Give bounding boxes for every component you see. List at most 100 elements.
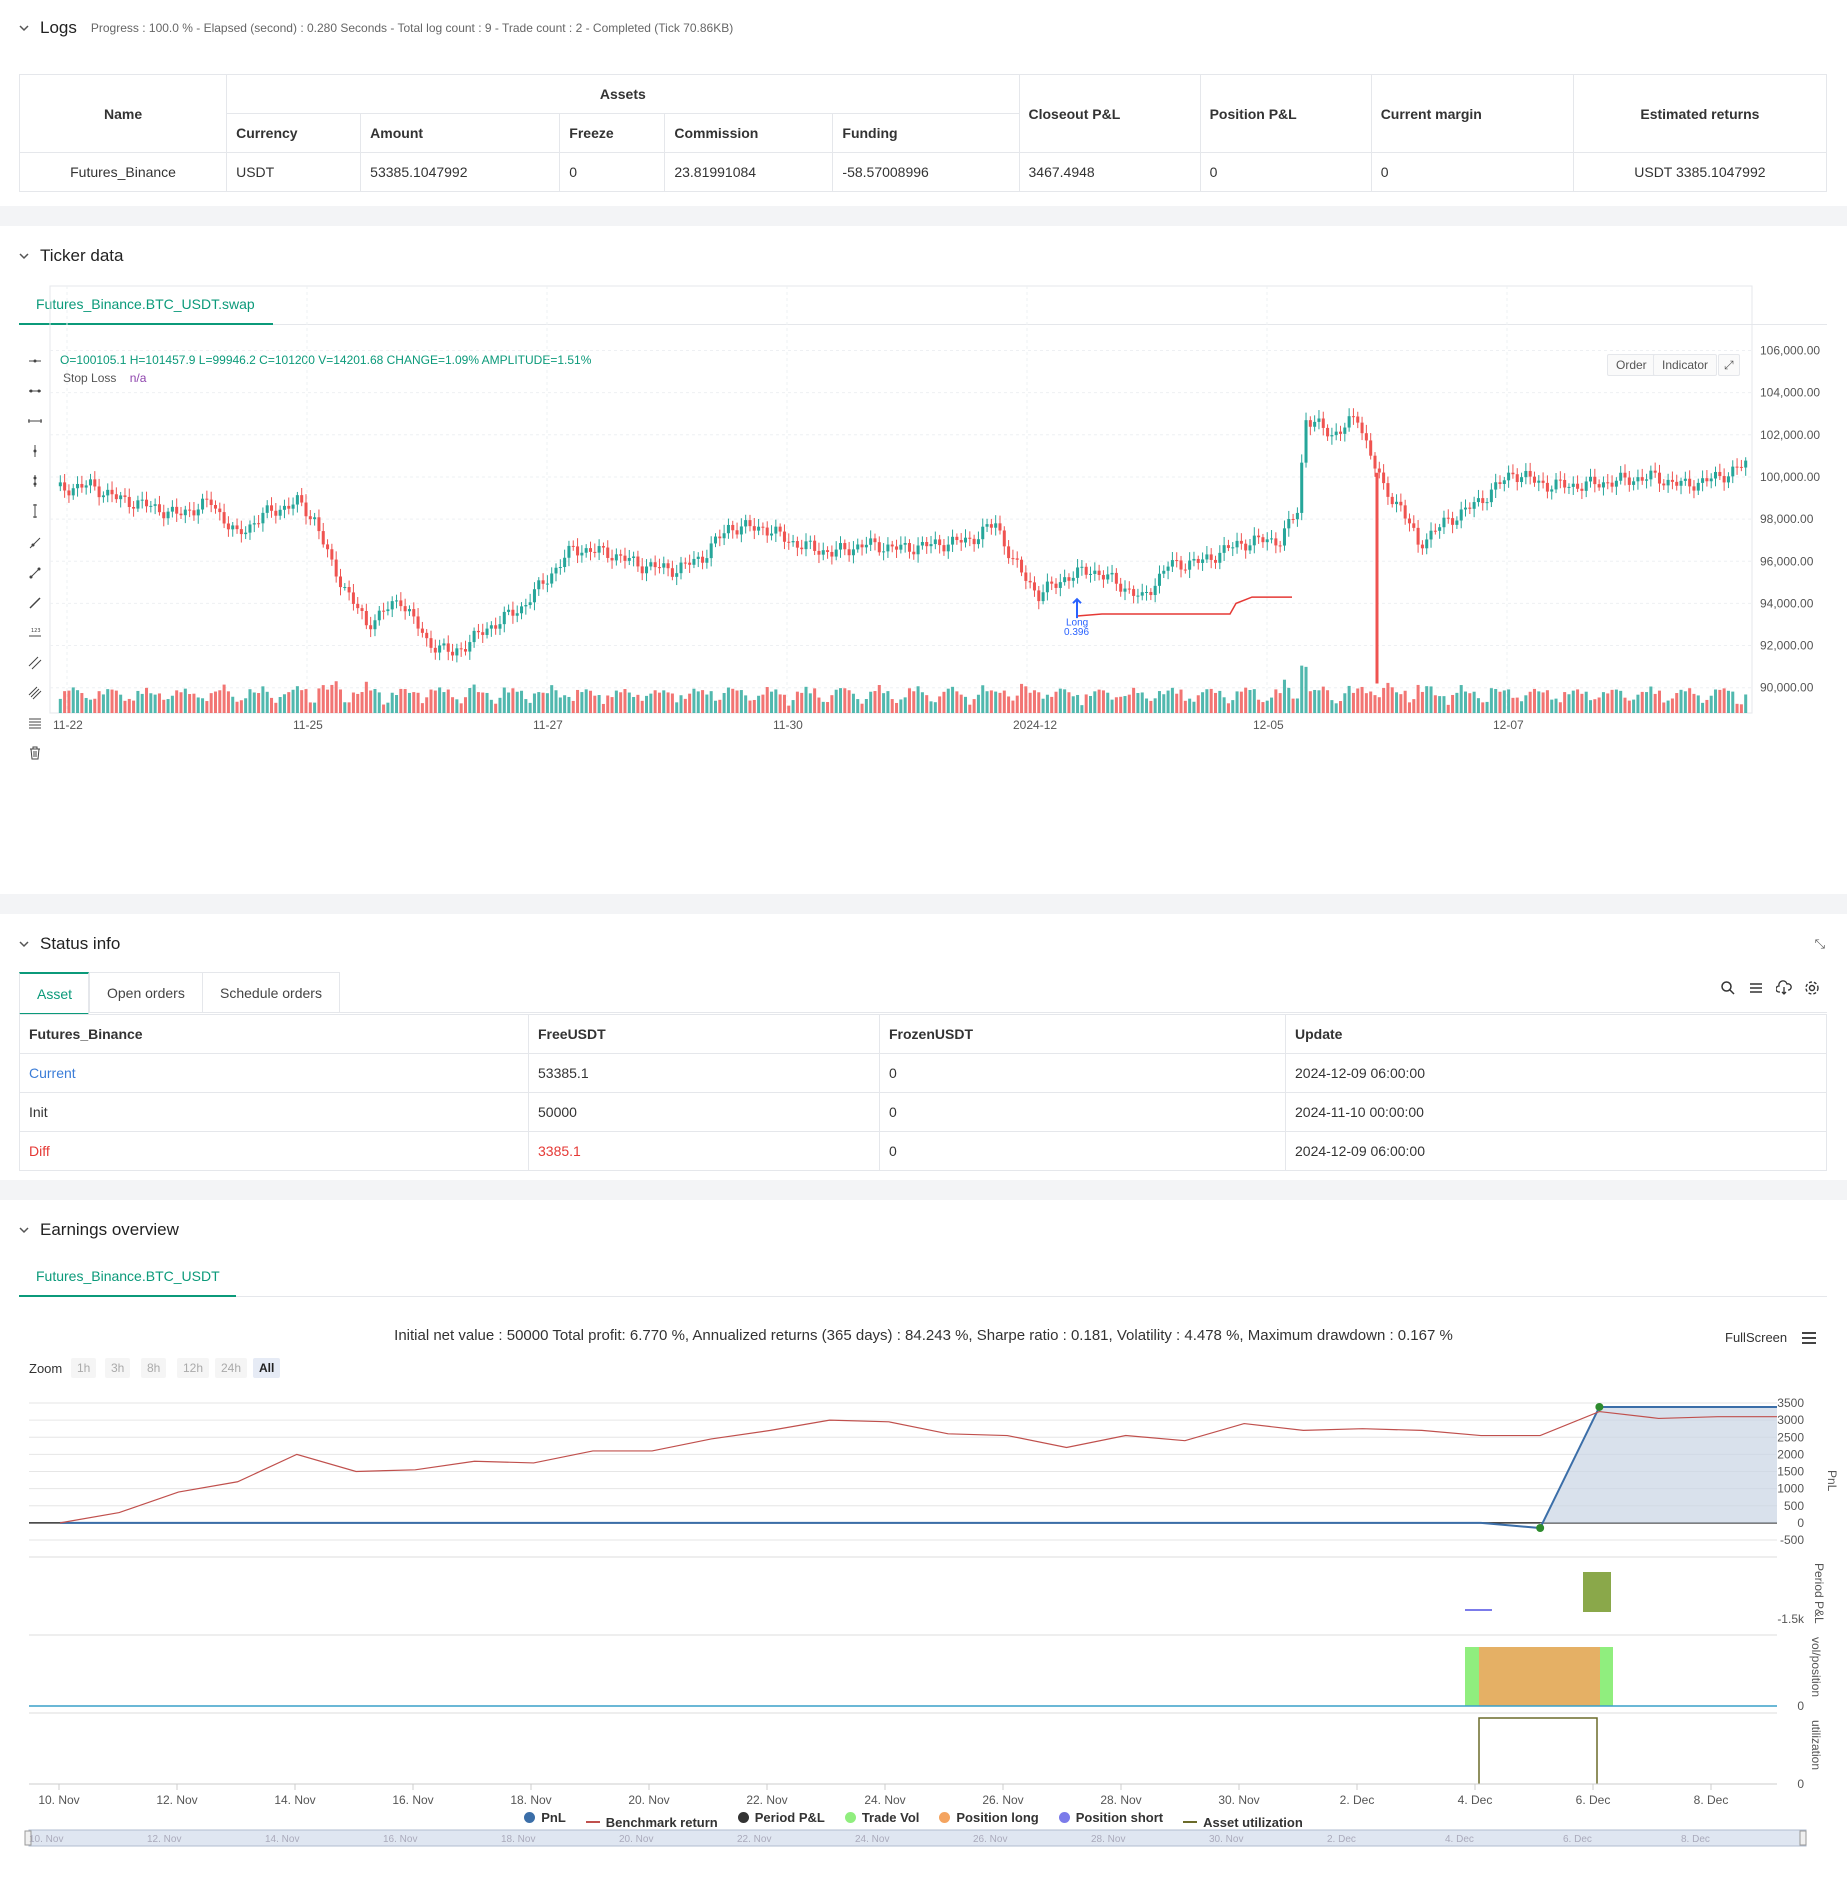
tab-open-orders[interactable]: Open orders <box>89 972 203 1013</box>
legend-item[interactable]: Trade Vol <box>844 1810 919 1825</box>
legend-item[interactable]: Position short <box>1058 1810 1163 1825</box>
candle-body <box>132 507 136 509</box>
volume-bar <box>520 690 524 713</box>
search-icon[interactable] <box>1720 980 1736 996</box>
volume-bar <box>1416 684 1420 713</box>
candle-body <box>1347 416 1351 428</box>
tab-earnings-symbol[interactable]: Futures_Binance.BTC_USDT <box>19 1256 236 1297</box>
candle-body <box>1304 420 1308 463</box>
candle-body <box>1623 472 1627 478</box>
volume-bar <box>84 697 88 713</box>
candlestick-chart[interactable]: 106,000.00 104,000.00 102,000.00 100,000.00… <box>0 226 1847 894</box>
chevron-down-icon[interactable] <box>18 22 30 34</box>
volume-bar <box>1222 697 1226 713</box>
candle-body <box>787 541 791 543</box>
volume-bar <box>1050 696 1054 713</box>
candle-body <box>791 541 795 543</box>
row-label-current[interactable]: Current <box>19 1053 529 1093</box>
candle-body <box>351 592 355 604</box>
candle-body <box>847 549 851 556</box>
volume-bar <box>1343 693 1347 713</box>
gear-icon[interactable] <box>1804 980 1820 996</box>
zoom-option-1h[interactable]: 1h <box>71 1358 97 1378</box>
cloud-download-icon[interactable] <box>1776 980 1792 996</box>
fullscreen-button[interactable]: FullScreen <box>1725 1330 1817 1345</box>
volume-bar <box>636 694 640 713</box>
candle-body <box>58 482 62 487</box>
volume-bar <box>1558 702 1562 713</box>
candle-body <box>774 526 778 534</box>
tab-ticker-symbol[interactable]: Futures_Binance.BTC_USDT.swap <box>19 284 273 325</box>
trash-icon[interactable] <box>28 746 42 760</box>
earnings-chart[interactable]: 3500 3000 2500 2000 1500 1000 500 0 -500 PnL -1.5k… <box>0 1200 1847 1879</box>
legend-item[interactable]: Benchmark return <box>585 1815 718 1830</box>
candle-body <box>347 587 351 593</box>
indicator-button[interactable]: Indicator <box>1653 354 1718 376</box>
vertical-segment-icon[interactable] <box>28 474 42 488</box>
collapse-icon[interactable]: ⤡ <box>1814 936 1825 951</box>
volume-bar <box>399 688 403 713</box>
volume-bar <box>1351 692 1355 713</box>
volume-bar <box>1459 685 1463 713</box>
candle-body <box>718 536 722 539</box>
candle-body <box>701 556 705 563</box>
legend-item[interactable]: Position long <box>939 1810 1039 1825</box>
tab-asset[interactable]: Asset <box>19 972 89 1015</box>
status-header[interactable]: Status info <box>18 934 120 954</box>
price-channel-icon[interactable] <box>28 686 42 700</box>
vertical-line-icon[interactable] <box>28 504 42 518</box>
candle-body <box>1088 573 1093 575</box>
toolbar-icons <box>1720 980 1820 996</box>
candle-body <box>1657 472 1661 484</box>
hamburger-icon[interactable] <box>1801 1331 1817 1345</box>
legend-item[interactable]: Asset utilization <box>1183 1815 1303 1830</box>
y-tick-label: 2500 <box>1777 1430 1804 1444</box>
cell-name: Futures_Binance <box>18 152 228 192</box>
chevron-down-icon[interactable] <box>18 938 30 950</box>
navigator-label: 22. Nov <box>737 1834 771 1845</box>
chevron-down-icon[interactable] <box>18 1224 30 1236</box>
candle-body <box>907 543 911 552</box>
volume-bar <box>1226 703 1230 713</box>
ticker-header[interactable]: Ticker data <box>18 246 123 266</box>
volume-bar <box>213 691 217 713</box>
menu-icon[interactable] <box>1748 980 1764 996</box>
y-tick-label: 102,000.00 <box>1760 428 1820 442</box>
fibonacci-icon[interactable] <box>28 716 42 730</box>
logs-header[interactable]: Logs Progress : 100.0 % - Elapsed (secon… <box>18 18 733 38</box>
expand-icon[interactable]: ⤢ <box>1718 354 1740 376</box>
earnings-header[interactable]: Earnings overview <box>18 1220 179 1240</box>
trend-line-icon[interactable] <box>28 596 42 610</box>
axis-title-util: utilization <box>1809 1720 1823 1770</box>
candle-body <box>563 557 567 568</box>
ray-icon[interactable] <box>28 536 42 550</box>
horizontal-line-icon[interactable] <box>28 414 42 428</box>
candle-body <box>696 556 700 559</box>
tab-schedule-orders[interactable]: Schedule orders <box>202 972 340 1013</box>
candle-body <box>192 510 196 516</box>
zoom-option-24h[interactable]: 24h <box>215 1358 248 1378</box>
volume-bar <box>170 695 174 713</box>
zoom-option-All[interactable]: All <box>253 1358 281 1378</box>
zoom-option-12h[interactable]: 12h <box>177 1358 210 1378</box>
price-line-icon[interactable]: 123 <box>28 626 42 640</box>
candle-body <box>1179 560 1183 570</box>
candle-body <box>795 541 799 548</box>
legend-item[interactable]: Period P&L <box>737 1810 825 1825</box>
horizontal-segment-icon[interactable] <box>28 384 42 398</box>
cell-free: 53385.1 <box>528 1053 880 1093</box>
candle-body <box>520 606 524 614</box>
volume-bar <box>485 692 489 713</box>
chevron-down-icon[interactable] <box>18 250 30 262</box>
candle-body <box>226 523 230 530</box>
zoom-option-3h[interactable]: 3h <box>105 1358 131 1378</box>
segment-icon[interactable] <box>28 566 42 580</box>
parallel-line-icon[interactable] <box>28 656 42 670</box>
order-button[interactable]: Order <box>1607 354 1656 376</box>
vertical-ray-icon[interactable] <box>28 444 42 458</box>
candle-body <box>166 511 170 519</box>
horizontal-ray-icon[interactable] <box>28 354 42 368</box>
legend-item[interactable]: PnL <box>524 1810 566 1825</box>
volume-bar <box>274 702 278 713</box>
zoom-option-8h[interactable]: 8h <box>141 1358 167 1378</box>
